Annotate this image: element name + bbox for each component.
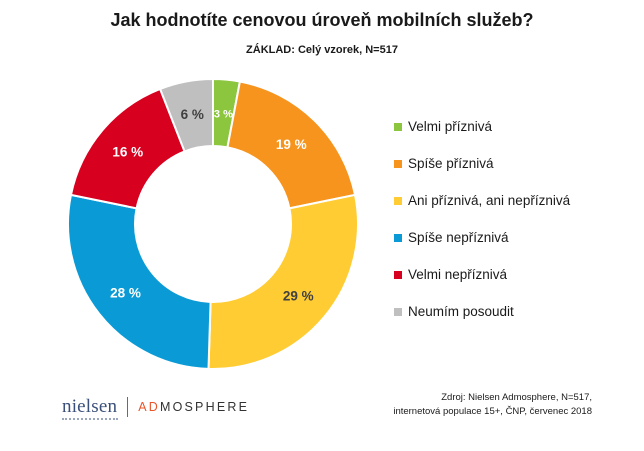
logos: nielsen ADMOSPHERE [62,396,249,420]
legend-item-spise-prizniva: Spíše příznivá [394,155,570,172]
chart-title: Jak hodnotíte cenovou úroveň mobilních s… [110,10,534,30]
legend-swatch [394,270,402,279]
nielsen-logo-text: nielsen [62,396,118,417]
legend-label: Velmi příznivá [408,119,493,134]
legend-swatch [394,122,402,131]
data-label-1: 19 % [276,137,307,152]
legend-label: Velmi nepříznivá [408,267,508,282]
data-label-2: 29 % [283,288,314,303]
donut-slice-1 [226,80,357,210]
source-note: Zdroj: Nielsen Admosphere, N=517, intern… [393,391,592,419]
legend-swatch [394,196,402,205]
legend-swatch [394,159,402,168]
data-label-4: 16 % [112,145,143,160]
legend-item-neumim-posoudit: Neumím posoudit [394,303,570,320]
legend-label: Spíše nepříznivá [408,230,509,245]
legend-item-ani-prizniva: Ani příznivá, ani nepříznivá [394,192,570,209]
chart-legend: Velmi příznivá Spíše příznivá Ani přízni… [394,118,570,340]
admosphere-logo-rest: MOSPHERE [159,400,250,414]
admosphere-logo: ADMOSPHERE [138,400,249,414]
data-label-0: 3 % [214,108,233,120]
legend-label: Ani příznivá, ani nepříznivá [408,193,571,208]
donut-slice-5 [158,77,214,153]
donut-slice-3 [67,193,212,370]
source-line-2: internetová populace 15+, ČNP, červenec … [393,406,592,417]
logo-separator [127,397,129,417]
legend-item-spise-neprizniva: Spíše nepříznivá [394,229,570,246]
data-label-3: 28 % [110,286,141,301]
legend-label: Spíše příznivá [408,156,494,171]
legend-item-velmi-prizniva: Velmi příznivá [394,118,570,135]
admosphere-logo-ad: AD [138,400,160,414]
legend-label: Neumím posoudit [408,304,514,319]
donut-slice-2 [207,193,359,370]
legend-item-velmi-neprizniva: Velmi nepříznivá [394,266,570,283]
nielsen-logo-dots [62,418,118,422]
legend-swatch [394,233,402,242]
data-label-5: 6 % [181,107,204,122]
legend-swatch [394,307,402,316]
source-line-1: Zdroj: Nielsen Admosphere, N=517, [441,392,592,403]
chart-subtitle: ZÁKLAD: Celý vzorek, N=517 [246,44,398,56]
nielsen-logo: nielsen [62,396,118,420]
